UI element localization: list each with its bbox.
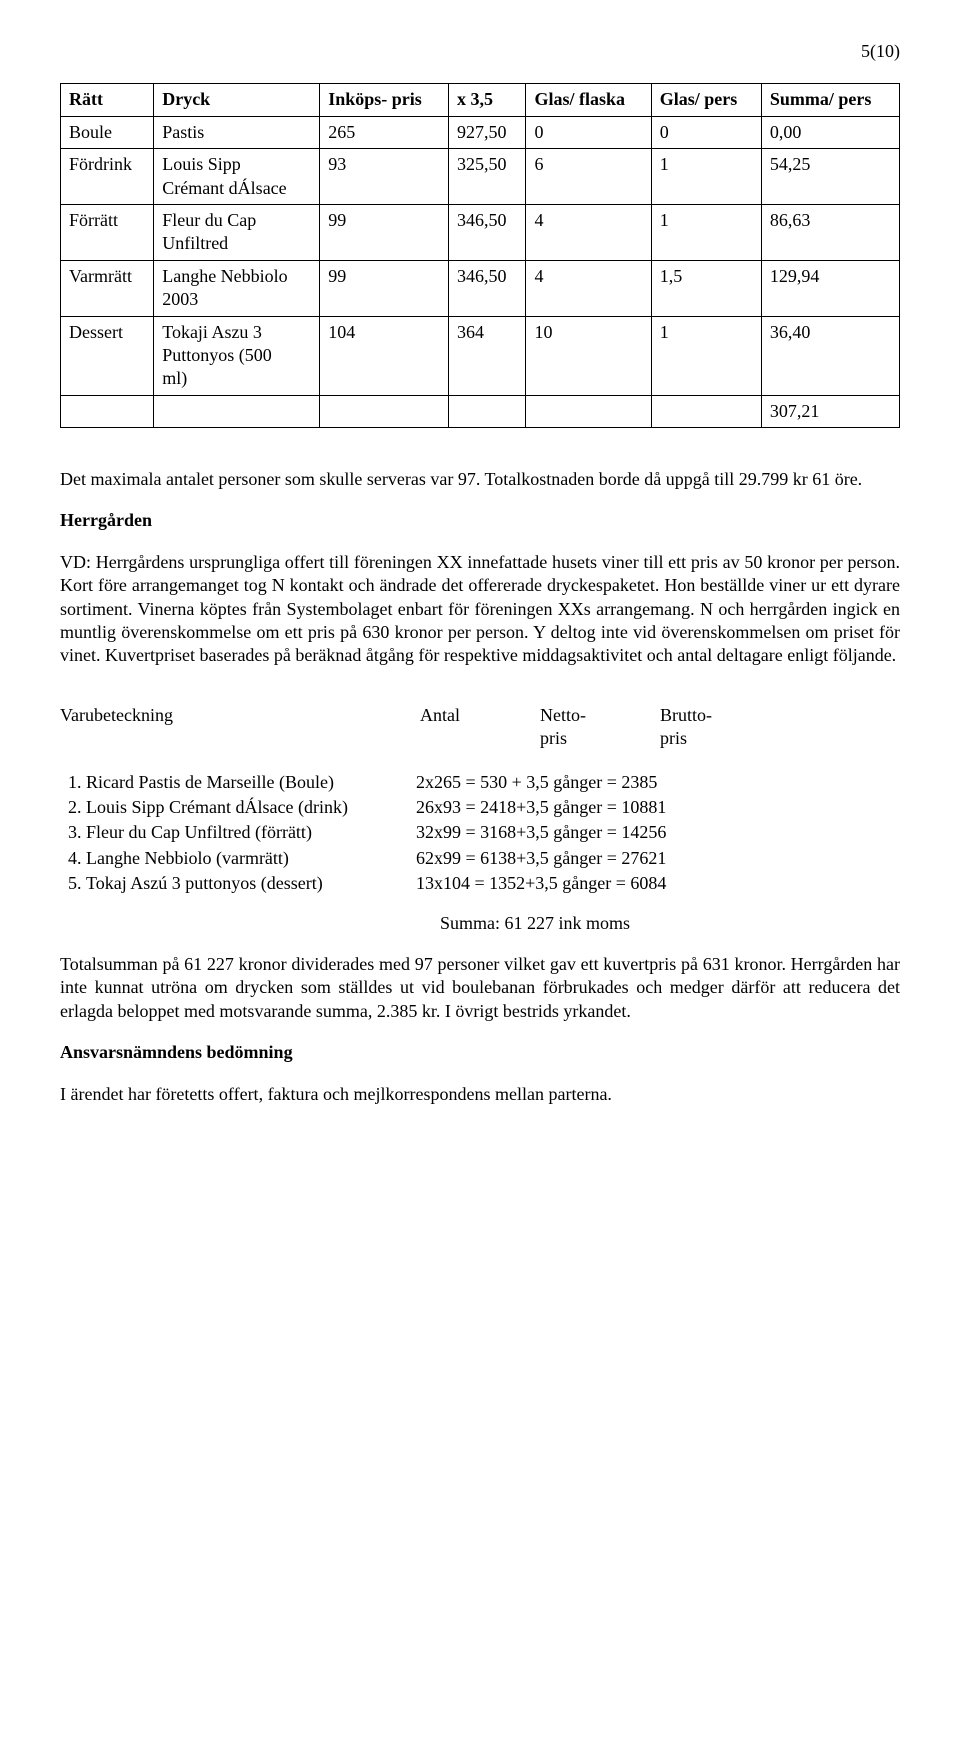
page-number: 5(10) xyxy=(60,40,900,63)
table-cell: 364 xyxy=(448,316,525,395)
calc-label: Tokaj Aszú 3 puttonyos (dessert) xyxy=(86,872,416,895)
table-cell xyxy=(61,395,154,427)
table-cell: Pastis xyxy=(154,116,320,148)
table-cell: Fördrink xyxy=(61,149,154,205)
th-glasflaska: Glas/ flaska xyxy=(526,84,651,116)
calc-label: Louis Sipp Crémant dÁlsace (drink) xyxy=(86,796,416,819)
table-cell: 129,94 xyxy=(761,260,899,316)
calc-value: 2x265 = 530 + 3,5 gånger = 2385 xyxy=(416,771,657,794)
table-cell: 1 xyxy=(651,316,761,395)
table-row: FördrinkLouis Sipp Crémant dÁlsace93325,… xyxy=(61,149,900,205)
table-cell: 1 xyxy=(651,149,761,205)
varuhead-netto: Netto-pris xyxy=(540,704,660,751)
table-cell: Dessert xyxy=(61,316,154,395)
table-cell: 346,50 xyxy=(448,204,525,260)
paragraph-max-persons: Det maximala antalet personer som skulle… xyxy=(60,468,900,491)
calc-label: Ricard Pastis de Marseille (Boule) xyxy=(86,771,416,794)
table-cell: Tokaji Aszu 3 Puttonyos (500 ml) xyxy=(154,316,320,395)
summa-line: Summa: 61 227 ink moms xyxy=(60,912,900,935)
calc-label: Fleur du Cap Unfiltred (förrätt) xyxy=(86,821,416,844)
pricing-table: Rätt Dryck Inköps- pris x 3,5 Glas/ flas… xyxy=(60,83,900,428)
table-cell: Varmrätt xyxy=(61,260,154,316)
table-cell: Förrätt xyxy=(61,204,154,260)
table-cell: 104 xyxy=(320,316,449,395)
calc-list-item: Fleur du Cap Unfiltred (förrätt)32x99 = … xyxy=(86,821,900,844)
table-cell: Langhe Nebbiolo 2003 xyxy=(154,260,320,316)
calc-list-item: Louis Sipp Crémant dÁlsace (drink)26x93 … xyxy=(86,796,900,819)
table-cell: Boule xyxy=(61,116,154,148)
table-cell: 99 xyxy=(320,204,449,260)
table-cell xyxy=(320,395,449,427)
th-dryck: Dryck xyxy=(154,84,320,116)
th-glaspers: Glas/ pers xyxy=(651,84,761,116)
varuhead-antal: Antal xyxy=(420,704,540,751)
table-cell xyxy=(651,395,761,427)
table-row: VarmrättLanghe Nebbiolo 200399346,5041,5… xyxy=(61,260,900,316)
table-cell xyxy=(526,395,651,427)
varubeteckning-header: Varubeteckning Antal Netto-pris Brutto-p… xyxy=(60,686,900,755)
calculation-list: Ricard Pastis de Marseille (Boule)2x265 … xyxy=(60,771,900,896)
table-cell: 1,5 xyxy=(651,260,761,316)
table-cell: 0,00 xyxy=(761,116,899,148)
table-row: 307,21 xyxy=(61,395,900,427)
table-cell: 307,21 xyxy=(761,395,899,427)
table-cell: 86,63 xyxy=(761,204,899,260)
table-cell: 36,40 xyxy=(761,316,899,395)
table-cell: Fleur du Cap Unfiltred xyxy=(154,204,320,260)
th-x35: x 3,5 xyxy=(448,84,525,116)
paragraph-vd: VD: Herrgårdens ursprungliga offert till… xyxy=(60,551,900,668)
table-cell: 93 xyxy=(320,149,449,205)
table-cell: 6 xyxy=(526,149,651,205)
calc-label: Langhe Nebbiolo (varmrätt) xyxy=(86,847,416,870)
table-cell: 265 xyxy=(320,116,449,148)
calc-list-item: Ricard Pastis de Marseille (Boule)2x265 … xyxy=(86,771,900,794)
calc-list-item: Tokaj Aszú 3 puttonyos (dessert)13x104 =… xyxy=(86,872,900,895)
table-cell xyxy=(154,395,320,427)
table-cell: 346,50 xyxy=(448,260,525,316)
table-cell: 1 xyxy=(651,204,761,260)
table-cell: 4 xyxy=(526,260,651,316)
table-cell: 99 xyxy=(320,260,449,316)
table-cell: 0 xyxy=(526,116,651,148)
table-cell: 325,50 xyxy=(448,149,525,205)
table-cell xyxy=(448,395,525,427)
table-cell: 927,50 xyxy=(448,116,525,148)
section-title-herrgarden: Herrgården xyxy=(60,509,900,532)
calc-value: 32x99 = 3168+3,5 gånger = 14256 xyxy=(416,821,666,844)
paragraph-totalsumma: Totalsumman på 61 227 kronor dividerades… xyxy=(60,953,900,1023)
calc-value: 13x104 = 1352+3,5 gånger = 6084 xyxy=(416,872,666,895)
calc-value: 62x99 = 6138+3,5 gånger = 27621 xyxy=(416,847,666,870)
th-summapers: Summa/ pers xyxy=(761,84,899,116)
calc-value: 26x93 = 2418+3,5 gånger = 10881 xyxy=(416,796,666,819)
table-header-row: Rätt Dryck Inköps- pris x 3,5 Glas/ flas… xyxy=(61,84,900,116)
varuhead-brutto: Brutto-pris xyxy=(660,704,780,751)
table-row: BoulePastis265927,50000,00 xyxy=(61,116,900,148)
table-row: DessertTokaji Aszu 3 Puttonyos (500 ml)1… xyxy=(61,316,900,395)
table-row: FörrättFleur du Cap Unfiltred99346,50418… xyxy=(61,204,900,260)
table-cell: 54,25 xyxy=(761,149,899,205)
varuhead-varubeteckning: Varubeteckning xyxy=(60,704,420,751)
th-inkops: Inköps- pris xyxy=(320,84,449,116)
section-title-ansvarsnamndens: Ansvarsnämndens bedömning xyxy=(60,1041,900,1064)
table-cell: Louis Sipp Crémant dÁlsace xyxy=(154,149,320,205)
table-cell: 4 xyxy=(526,204,651,260)
paragraph-arendet: I ärendet har företetts offert, faktura … xyxy=(60,1083,900,1106)
table-cell: 0 xyxy=(651,116,761,148)
calc-list-item: Langhe Nebbiolo (varmrätt)62x99 = 6138+3… xyxy=(86,847,900,870)
th-ratt: Rätt xyxy=(61,84,154,116)
table-cell: 10 xyxy=(526,316,651,395)
